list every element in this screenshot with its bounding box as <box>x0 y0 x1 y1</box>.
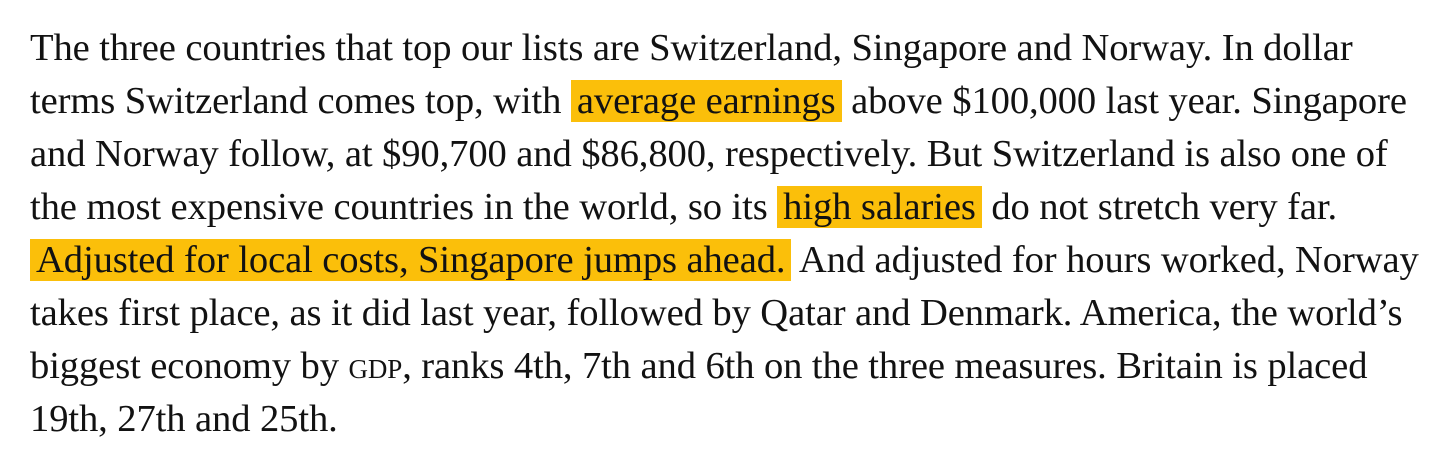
highlight-high-salaries[interactable]: high salaries <box>777 186 982 228</box>
gdp-abbreviation: GDP <box>348 345 403 387</box>
highlight-adjusted-costs[interactable]: Adjusted for local costs, Singapore jump… <box>30 239 792 281</box>
text-segment: And adjusted for hours worked, Norway ta… <box>30 239 1419 387</box>
article-paragraph: The three countries that top our lists a… <box>30 22 1420 446</box>
highlight-average-earnings[interactable]: average earnings <box>570 80 842 122</box>
text-segment: The three countries that top our lists a… <box>30 27 1353 122</box>
text-segment: do not stretch very far. <box>981 186 1338 228</box>
text-segment: above $100,000 last year. Singapore and … <box>30 80 1407 228</box>
text-segment: , ranks 4th, 7th and 6th on the three me… <box>30 345 1368 440</box>
